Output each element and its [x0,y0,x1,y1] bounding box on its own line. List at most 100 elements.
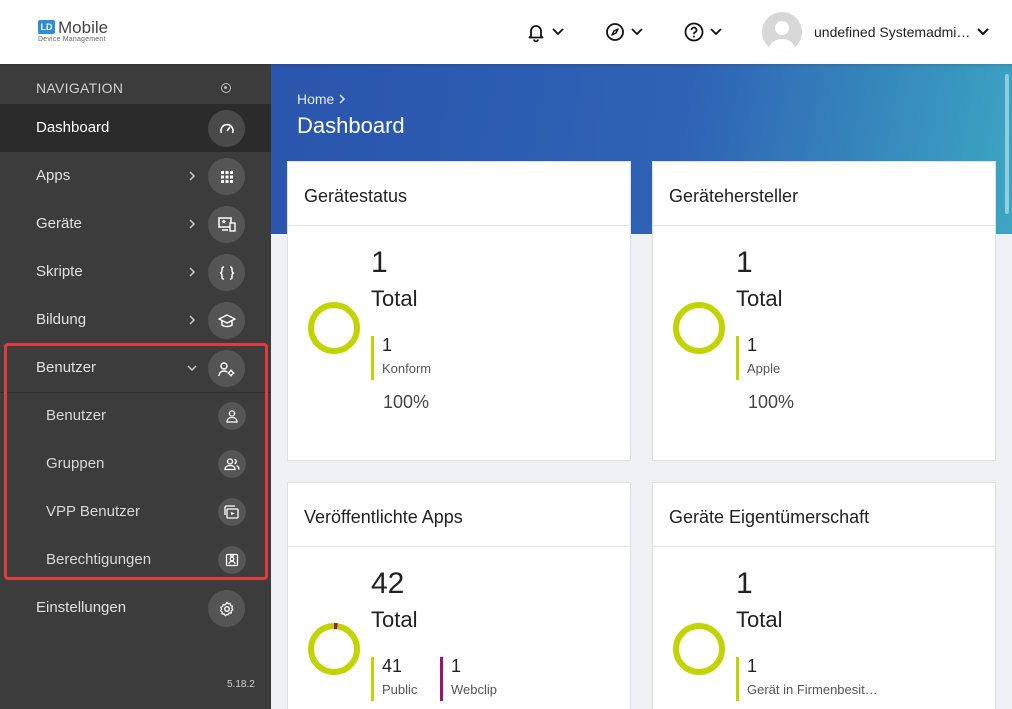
user-icon [218,402,246,430]
percent-value: 100% [383,392,430,412]
stat-value: 1 [747,335,758,355]
chevron-right-icon [189,219,196,229]
username[interactable]: undefined Systemadmi… [814,24,971,40]
stat-item: 41 Public [371,656,417,701]
notifications-menu[interactable] [526,20,564,44]
sidebar-item-benutzer[interactable]: Benutzer [0,344,271,392]
speedometer-icon [208,110,245,147]
total-value: 1 [736,567,753,600]
top-bar: LD Mobile Device Management undefined Sy… [0,0,1012,64]
card-geraetehersteller: Gerätehersteller 1 Total 1 Apple 100% [652,161,996,461]
nav-header-label: NAVIGATION [36,80,124,96]
chevron-right-icon [339,94,346,104]
stat-label: Apple [747,361,781,376]
sidebar-subitem-gruppen[interactable]: Gruppen [0,440,271,488]
gear-icon [208,590,245,627]
chevron-right-icon [189,171,196,181]
stat-item: 1 Webclip [440,656,498,701]
users-icon [218,450,246,478]
chevron-right-icon [189,315,196,325]
sidebar-subitem-vpp-benutzer[interactable]: VPP Benutzer [0,488,271,536]
percent-value: 100% [748,392,795,412]
logo-name: Mobile [58,18,109,37]
bell-icon [528,25,544,42]
sidebar: NAVIGATION Dashboard Apps Geräte Skripte… [0,64,271,709]
total-value: 42 [371,567,405,600]
card-title: Gerätehersteller [653,162,995,226]
grid-icon [208,158,245,195]
breadcrumb: Home [297,91,346,107]
stat-value: 1 [451,656,462,676]
scrollbar[interactable] [1005,74,1009,214]
user-silhouette-icon [768,21,796,52]
chevron-down-icon [631,28,643,36]
sidebar-item-label: Bildung [36,311,87,328]
nav-header: NAVIGATION [0,64,271,104]
chevron-down-icon [187,365,197,372]
sidebar-item-label: Berechtigungen [46,551,152,568]
sidebar-item-dashboard[interactable]: Dashboard [0,104,271,152]
sidebar-item-apps[interactable]: Apps [0,152,271,200]
total-value: 1 [371,246,388,279]
avatar[interactable] [762,12,802,52]
total-label: Total [736,286,783,311]
compass-menu[interactable] [605,20,643,44]
stat-item: 1 Gerät in Firmenbesit… [736,656,878,701]
nav-pin-toggle[interactable] [221,83,231,93]
page-title: Dashboard [297,113,405,138]
sidebar-item-label: Skripte [36,263,83,280]
help-icon [684,22,704,42]
stat-label: Webclip [451,682,498,697]
divider [0,392,271,393]
stat-item: 1 Konform [371,335,432,380]
sidebar-item-label: Dashboard [36,119,110,136]
badge-icon [218,546,246,574]
stat-label: Konform [382,361,432,376]
stat-value: 1 [382,335,393,355]
user-menu-toggle[interactable] [976,24,990,42]
total-label: Total [736,607,783,632]
logo[interactable]: LD Mobile Device Management [38,18,138,46]
device-icon [208,206,245,243]
logo-subtitle: Device Management [38,36,106,43]
donut-chart [673,302,725,354]
stat-value: 41 [382,656,403,676]
compass-icon [606,23,624,41]
graduation-cap-icon [208,302,245,339]
help-menu[interactable] [684,20,722,44]
sidebar-item-label: Einstellungen [36,599,127,616]
sidebar-item-label: Gruppen [46,455,105,472]
main-content: Home Dashboard Gerätestatus 1 Total 1 Ko… [271,64,1012,709]
sidebar-item-label: VPP Benutzer [46,503,140,520]
card-title: Geräte Eigentümerschaft [653,483,995,547]
braces-icon [208,254,245,291]
total-value: 1 [736,246,753,279]
card-veroeffentlichte-apps: Veröffentlichte Apps 42 Total 41 Public … [287,482,631,709]
logo-mark: LD [38,20,55,34]
card-geraetestatus: Gerätestatus 1 Total 1 Konform 100% [287,161,631,461]
stat-label: Gerät in Firmenbesit… [747,682,878,697]
sidebar-subitem-berechtigungen[interactable]: Berechtigungen [0,536,271,584]
vpp-icon [218,498,246,526]
sidebar-item-einstellungen[interactable]: Einstellungen [0,584,271,632]
sidebar-item-label: Benutzer [46,407,107,424]
user-gear-icon [208,350,245,387]
sidebar-item-bildung[interactable]: Bildung [0,296,271,344]
donut-chart [673,623,725,675]
breadcrumb-home[interactable]: Home [297,91,335,107]
chevron-down-icon [710,28,722,36]
chevron-down-icon [977,28,989,36]
sidebar-subitem-benutzer[interactable]: Benutzer [0,392,271,440]
stat-item: 1 Apple [736,335,781,380]
total-label: Total [371,607,418,632]
donut-chart [308,623,360,675]
sidebar-item-label: Apps [36,167,71,184]
sidebar-item-skripte[interactable]: Skripte [0,248,271,296]
sidebar-item-label: Benutzer [36,359,97,376]
sidebar-item-geraete[interactable]: Geräte [0,200,271,248]
card-geraete-eigentuemerschaft: Geräte Eigentümerschaft 1 Total 1 Gerät … [652,482,996,709]
card-title: Veröffentlichte Apps [288,483,630,547]
sidebar-item-label: Geräte [36,215,82,232]
total-label: Total [371,286,418,311]
version-label: 5.18.2 [227,679,255,690]
